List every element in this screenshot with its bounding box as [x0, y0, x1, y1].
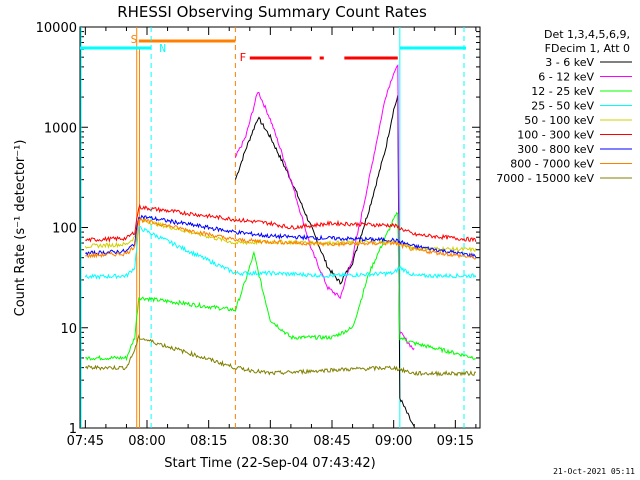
- flag-label-s: S: [131, 33, 138, 46]
- x-tick-label: 08:45: [313, 434, 350, 449]
- legend-entry: 3 - 6 keV: [545, 56, 594, 69]
- series-line: [84, 225, 477, 280]
- series-line: [234, 95, 415, 427]
- legend-entry: 6 - 12 keV: [538, 71, 594, 84]
- x-axis-ticks: 07:45 08:00 08:15 08:30 08:45 09:00 09:15: [67, 27, 477, 449]
- legend-entry: 50 - 100 keV: [524, 114, 594, 127]
- x-tick-label: 09:00: [375, 434, 412, 449]
- footer-timestamp: 21-Oct-2021 05:11: [553, 467, 635, 476]
- legend-entry: 100 - 300 keV: [517, 129, 594, 142]
- y-axis-label: Count Rate (s⁻¹ detector⁻¹): [13, 140, 28, 317]
- series-line: [84, 217, 477, 253]
- x-axis-label: Start Time (22-Sep-04 07:43:42): [164, 456, 375, 471]
- legend-entry: 7000 - 15000 keV: [496, 172, 594, 185]
- series-lines: [84, 64, 477, 427]
- legend-header: Det 1,3,4,5,6,9,: [544, 28, 630, 41]
- legend-entry: 800 - 7000 keV: [510, 158, 594, 171]
- y-tick-label: 1: [69, 422, 77, 437]
- x-tick-label: 07:45: [67, 434, 104, 449]
- legend-entry: 12 - 25 keV: [531, 85, 594, 98]
- flag-label-n: N: [159, 42, 166, 55]
- y-tick-label: 10000: [36, 21, 77, 36]
- legend: Det 1,3,4,5,6,9,FDecim 1, Att 03 - 6 keV…: [496, 28, 632, 185]
- x-tick-label: 08:15: [190, 434, 227, 449]
- flag-label-f: F: [240, 51, 247, 64]
- series-line: [85, 214, 477, 259]
- y-tick-label: 100: [52, 222, 77, 237]
- y-tick-label: 1000: [44, 121, 77, 136]
- y-tick-label: 10: [60, 322, 77, 337]
- series-line: [85, 211, 476, 362]
- legend-header: FDecim 1, Att 0: [545, 42, 630, 55]
- chart-title: RHESSI Observing Summary Count Rates: [117, 3, 427, 21]
- x-tick-label: 09:15: [437, 434, 474, 449]
- flag-markers: S N F: [80, 27, 466, 428]
- series-line: [85, 217, 477, 260]
- legend-entry: 25 - 50 keV: [531, 100, 594, 113]
- legend-entry: 300 - 800 keV: [517, 143, 594, 156]
- x-tick-label: 08:30: [252, 434, 289, 449]
- series-line: [84, 334, 477, 377]
- x-tick-label: 08:00: [128, 434, 165, 449]
- series-line: [85, 203, 477, 243]
